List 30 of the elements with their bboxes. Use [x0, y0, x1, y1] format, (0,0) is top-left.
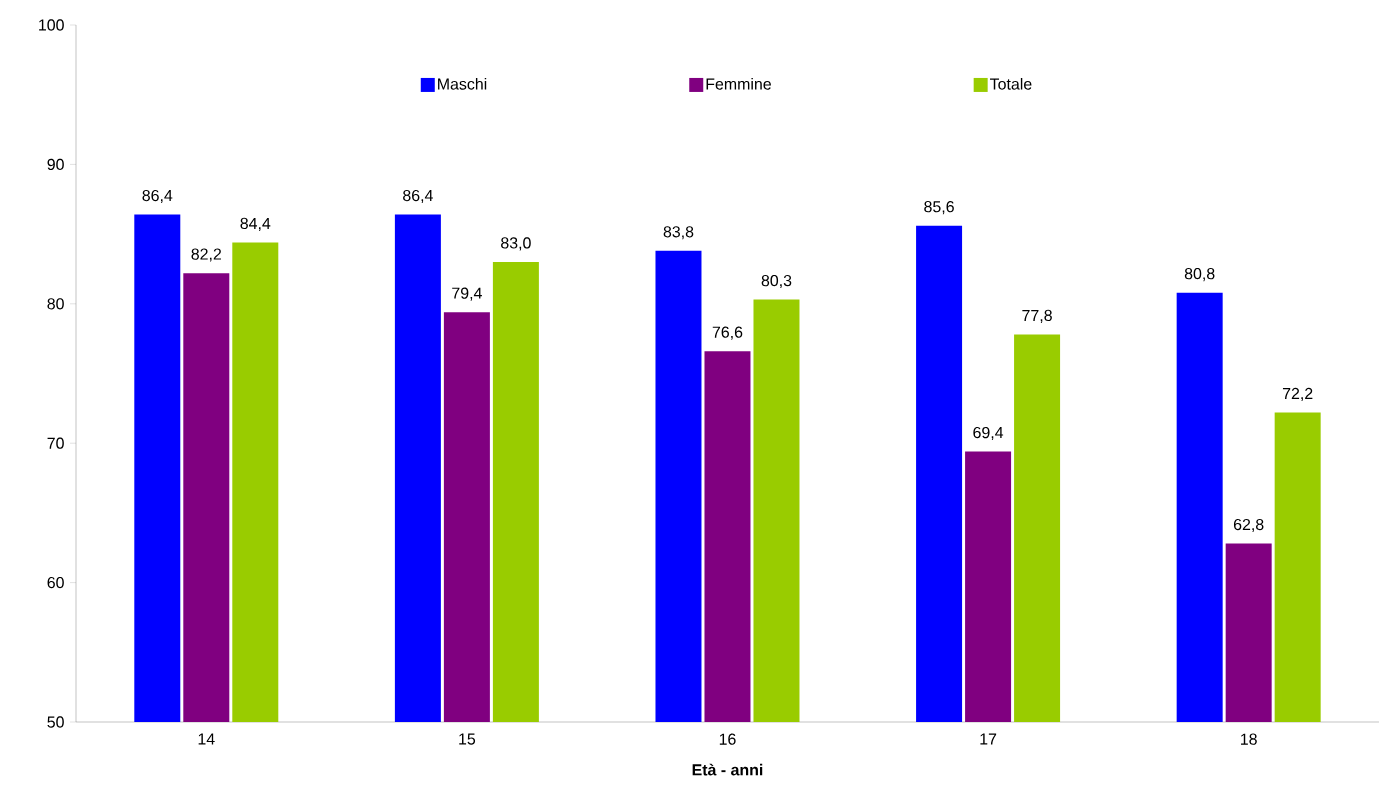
data-label: 76,6 [712, 326, 743, 340]
data-label: 80,3 [761, 274, 792, 289]
y-tick-label: 80 [47, 298, 64, 310]
data-label: 79,4 [452, 287, 482, 301]
data-label: 84,4 [240, 217, 271, 231]
data-label: 72,2 [1282, 387, 1313, 402]
x-tick-label: 14 [198, 733, 215, 745]
data-label: 69,4 [973, 426, 1004, 441]
data-label: 80,8 [1184, 267, 1215, 282]
legend-label: Femmine [706, 77, 771, 90]
data-label: 83,8 [663, 226, 694, 240]
y-tick-label: 100 [39, 19, 64, 31]
y-tick-label: 50 [47, 716, 64, 728]
y-tick-label: 90 [47, 158, 64, 171]
y-tick-label: 60 [47, 576, 64, 589]
x-tick-label: 15 [459, 733, 476, 745]
x-tick-label: 16 [719, 733, 736, 745]
data-label: 86,4 [142, 189, 173, 204]
data-label: 77,8 [1022, 309, 1052, 323]
legend-label: Maschi [438, 77, 487, 90]
data-label: 85,6 [924, 201, 954, 215]
x-tick-label: 18 [1241, 733, 1257, 745]
data-label: 82,2 [191, 248, 221, 262]
x-tick-label: 17 [980, 733, 997, 745]
x-axis-title: Età - anni [692, 763, 763, 776]
y-tick-label: 70 [47, 437, 64, 449]
legend-label: Totale [990, 77, 1032, 90]
data-label: 86,4 [403, 189, 433, 204]
data-label: 83,0 [501, 237, 531, 251]
data-label: 62,8 [1233, 518, 1264, 533]
